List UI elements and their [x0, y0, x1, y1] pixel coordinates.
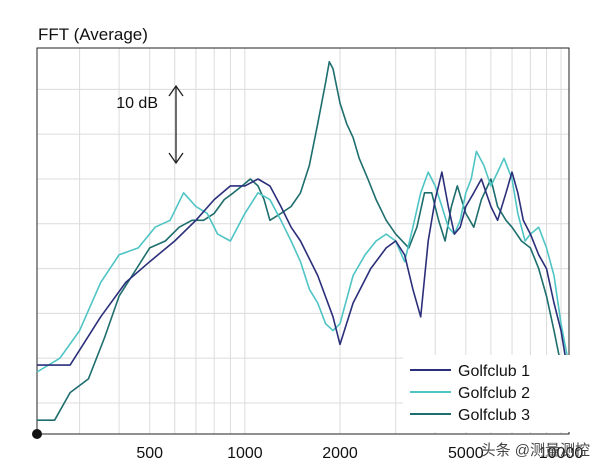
chart-title: FFT (Average)	[38, 25, 148, 44]
series-lines	[36, 61, 570, 421]
legend-box	[403, 355, 570, 432]
legend-label-3: Golfclub 3	[458, 407, 530, 424]
legend-entry-1: Golfclub 1	[410, 363, 530, 380]
x-ticks: 500 1000 2000 5000 10000	[136, 445, 583, 462]
scale-arrow-down-icon	[168, 152, 184, 165]
scale-annotation-label: 10 dB	[116, 95, 158, 112]
x-tick-label: 500	[136, 445, 163, 462]
legend: Golfclub 1 Golfclub 2 Golfclub 3	[403, 355, 570, 432]
x-tick-label: 1000	[227, 445, 263, 462]
x-tick-label: 5000	[448, 445, 484, 462]
scale-annotation: 10 dB	[116, 84, 184, 165]
watermark: 头条 @测量测控	[481, 442, 590, 459]
series-line-golfclub-3	[37, 61, 570, 421]
legend-entry-3: Golfclub 3	[410, 407, 530, 424]
scale-arrow-up-icon	[168, 84, 184, 97]
x-tick-label: 2000	[322, 445, 358, 462]
plot-frame	[36, 47, 570, 435]
watermark-text: 头条 @测量测控	[481, 442, 590, 459]
origin-dot	[32, 429, 42, 439]
x-tick-label: 10000	[539, 445, 584, 462]
legend-label-2: Golfclub 2	[458, 385, 530, 402]
series-line-golfclub-2	[36, 150, 570, 373]
series-line-golfclub-1	[37, 171, 570, 380]
legend-entry-2: Golfclub 2	[410, 385, 530, 402]
legend-label-1: Golfclub 1	[458, 363, 530, 380]
